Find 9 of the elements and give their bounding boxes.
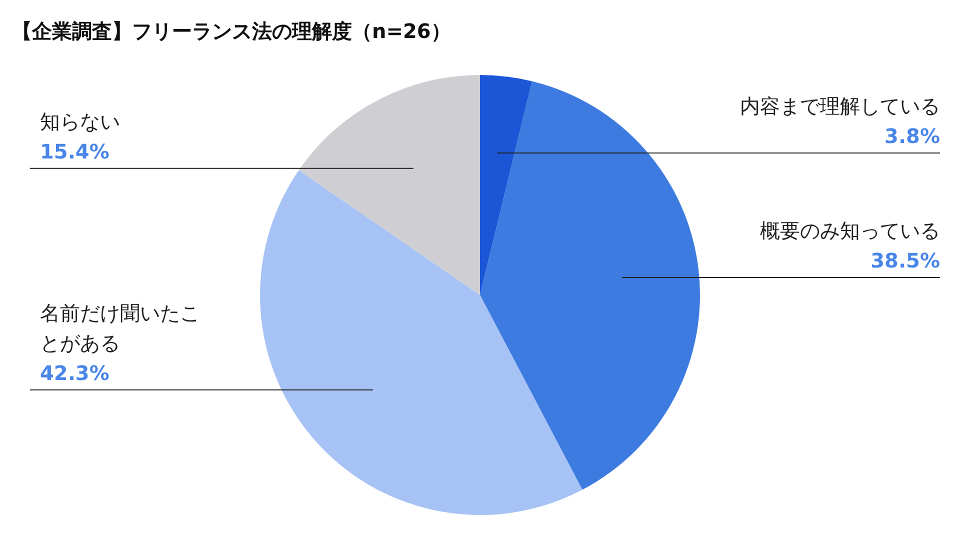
data-label: 3.8%	[884, 124, 940, 148]
slice-label: 内容まで理解している	[740, 94, 940, 118]
data-label: 42.3%	[40, 360, 110, 385]
chart-title: 【企業調査】フリーランス法の理解度（n=26）	[12, 19, 451, 43]
data-label: 38.5%	[870, 248, 940, 273]
slice-label: 概要のみ知っている	[760, 218, 940, 243]
data-label: 15.4%	[40, 139, 110, 164]
slice-label: 名前だけ聞いたことがある	[40, 300, 200, 355]
slice-label: 知らない	[40, 109, 120, 134]
